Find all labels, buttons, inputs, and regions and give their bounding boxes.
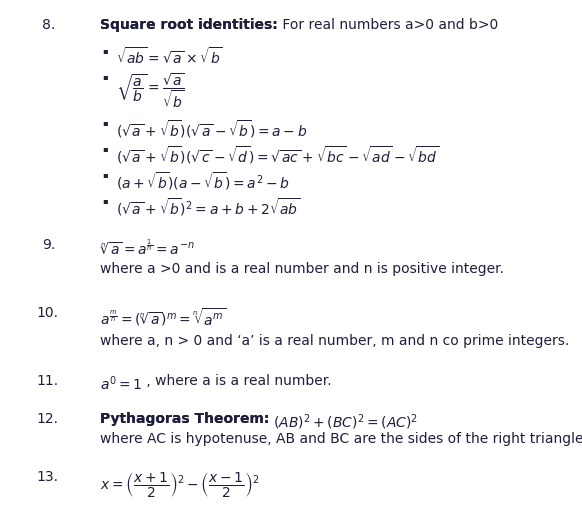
Text: 10.: 10.	[36, 306, 58, 320]
Text: Square root identities:: Square root identities:	[100, 18, 278, 32]
Text: For real numbers a>0 and b>0: For real numbers a>0 and b>0	[278, 18, 498, 32]
Text: $(\sqrt{a} + \sqrt{b})^2 = a + b + 2\sqrt{ab}$: $(\sqrt{a} + \sqrt{b})^2 = a + b + 2\sqr…	[116, 196, 300, 218]
Text: ▪: ▪	[102, 72, 108, 81]
Text: $\sqrt{ab} = \sqrt{a} \times \sqrt{b}$: $\sqrt{ab} = \sqrt{a} \times \sqrt{b}$	[116, 46, 222, 67]
Text: Pythagoras Theorem:: Pythagoras Theorem:	[100, 412, 269, 426]
Text: 11.: 11.	[36, 374, 58, 388]
Text: 12.: 12.	[36, 412, 58, 426]
Text: 8.: 8.	[42, 18, 55, 32]
Text: $(AB)^{2} + (BC)^{2} = (AC)^{2}$: $(AB)^{2} + (BC)^{2} = (AC)^{2}$	[269, 412, 418, 432]
Text: ▪: ▪	[102, 170, 108, 179]
Text: $(\sqrt{a} + \sqrt{b})(\sqrt{c} - \sqrt{d}) = \sqrt{ac} + \sqrt{bc} - \sqrt{ad} : $(\sqrt{a} + \sqrt{b})(\sqrt{c} - \sqrt{…	[116, 144, 439, 166]
Text: $a^0 = 1$: $a^0 = 1$	[100, 374, 143, 392]
Text: $\sqrt{\dfrac{a}{b}} = \dfrac{\sqrt{a}}{\sqrt{b}}$: $\sqrt{\dfrac{a}{b}} = \dfrac{\sqrt{a}}{…	[116, 72, 185, 110]
Text: ▪: ▪	[102, 118, 108, 127]
Text: ▪: ▪	[102, 144, 108, 153]
Text: ▪: ▪	[102, 196, 108, 205]
Text: $(a + \sqrt{b})(a - \sqrt{b}) = a^2 - b$: $(a + \sqrt{b})(a - \sqrt{b}) = a^2 - b$	[116, 170, 290, 192]
Text: , where a is a real number.: , where a is a real number.	[143, 374, 332, 388]
Text: Square root identities:: Square root identities:	[100, 18, 278, 32]
Text: $a^{\frac{m}{n}} = \left(\sqrt[n]{a}\right)^m = \sqrt[n]{a^m}$: $a^{\frac{m}{n}} = \left(\sqrt[n]{a}\rig…	[100, 306, 226, 328]
Text: ▪: ▪	[102, 46, 108, 55]
Text: $x = \left(\dfrac{x+1}{2}\right)^2 - \left(\dfrac{x-1}{2}\right)^2$: $x = \left(\dfrac{x+1}{2}\right)^2 - \le…	[100, 470, 260, 499]
Text: where AC is hypotenuse, AB and BC are the sides of the right triangle.: where AC is hypotenuse, AB and BC are th…	[100, 432, 582, 446]
Text: where a, n > 0 and ‘a’ is a real number, m and n co prime integers.: where a, n > 0 and ‘a’ is a real number,…	[100, 334, 569, 348]
Text: $(\sqrt{a} + \sqrt{b})(\sqrt{a} - \sqrt{b}) = a - b$: $(\sqrt{a} + \sqrt{b})(\sqrt{a} - \sqrt{…	[116, 118, 307, 140]
Text: Pythagoras Theorem:: Pythagoras Theorem:	[100, 412, 269, 426]
Text: where a >0 and is a real number and n is positive integer.: where a >0 and is a real number and n is…	[100, 262, 504, 276]
Text: $\sqrt[n]{a} = a^{\frac{1}{n}} = a^{-n}$: $\sqrt[n]{a} = a^{\frac{1}{n}} = a^{-n}$	[100, 238, 194, 257]
Text: 9.: 9.	[42, 238, 55, 252]
Text: 13.: 13.	[36, 470, 58, 484]
